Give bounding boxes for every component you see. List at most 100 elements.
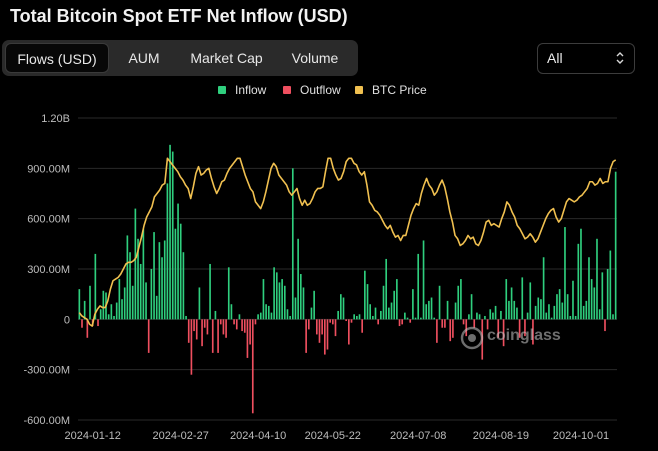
outflow-bar [334, 319, 337, 337]
inflow-bar [99, 309, 102, 320]
inflow-bar [564, 227, 566, 320]
inflow-bar [115, 302, 118, 320]
inflow-bar [588, 257, 590, 320]
outflow-bar [86, 319, 89, 338]
legend-label-inflow: Inflow [235, 83, 267, 97]
watermark-text: coinglass [487, 327, 561, 344]
inflow-bar [561, 302, 564, 320]
inflow-bar [291, 168, 294, 320]
inflow-bar [102, 290, 105, 320]
inflow-bar [446, 300, 449, 320]
inflow-bar [537, 297, 540, 320]
inflow-bar [542, 257, 545, 320]
outflow-bar [409, 319, 412, 323]
outflow-bar [219, 319, 222, 325]
outflow-bar [249, 319, 251, 345]
inflow-bar [209, 263, 211, 320]
outflow-bar [345, 319, 347, 322]
range-select[interactable]: All [537, 43, 635, 74]
outflow-bar [251, 319, 254, 414]
coinglass-watermark: coinglass [460, 320, 561, 356]
tab-flows[interactable]: Flows (USD) [5, 43, 109, 73]
inflow-bar [513, 300, 516, 320]
legend-label-btc-price: BTC Price [372, 83, 427, 97]
inflow-bar [428, 300, 430, 320]
inflow-bar [454, 302, 457, 320]
inflow-bar [417, 253, 420, 320]
outflow-bar [206, 319, 209, 335]
inflow-bar [182, 252, 185, 320]
inflow-bar [150, 269, 153, 320]
tab-market-cap[interactable]: Market Cap [190, 50, 263, 66]
outflow-bar [329, 319, 331, 323]
inflow-bar [468, 314, 470, 320]
inflow-bar [478, 314, 481, 320]
inflow-bar [353, 314, 355, 320]
inflow-bar [582, 305, 585, 320]
inflow-bar [265, 304, 267, 320]
inflow-bar [574, 315, 577, 320]
legend-swatch-outflow [283, 86, 291, 94]
inflow-bar [169, 144, 171, 320]
outflow-bar [502, 319, 505, 347]
inflow-bar [302, 287, 305, 320]
outflow-bar [187, 319, 190, 343]
outflow-bar [452, 319, 454, 338]
inflow-bar [289, 315, 291, 320]
inflow-bar [155, 295, 158, 320]
inflow-bar [94, 253, 97, 320]
inflow-bar [313, 290, 315, 320]
outflow-bar [473, 319, 476, 328]
inflow-bar [179, 223, 182, 320]
inflow-bar [230, 304, 233, 320]
inflow-bar [121, 299, 123, 320]
inflow-bar [510, 287, 513, 320]
inflow-bar [609, 250, 612, 320]
tab-volume[interactable]: Volume [291, 50, 339, 66]
outflow-bar [246, 319, 249, 358]
legend-label-outflow: Outflow [300, 83, 341, 97]
inflow-bar [270, 312, 273, 320]
inflow-bar [364, 270, 366, 320]
outflow-bar [321, 319, 323, 335]
chart-title: Total Bitcoin Spot ETF Net Inflow (USD) [10, 6, 348, 26]
inflow-bar [516, 307, 518, 320]
outflow-bar [350, 319, 353, 323]
inflow-bar [380, 310, 382, 320]
inflow-bar [382, 285, 385, 320]
outflow-bar [524, 319, 526, 337]
inflow-bar [601, 272, 604, 320]
inflow-bar [550, 317, 553, 320]
inflow-bar [396, 279, 398, 320]
inflow-bar [566, 294, 569, 320]
outflow-bar [147, 319, 150, 353]
inflow-bar [342, 297, 345, 320]
inflow-bar [390, 302, 393, 320]
inflow-bar [388, 307, 390, 320]
chart-legend: Inflow Outflow BTC Price [0, 83, 658, 97]
inflow-bar [340, 294, 342, 320]
inflow-bar [137, 238, 139, 320]
inflow-bar [430, 297, 433, 320]
inflow-bar [281, 279, 283, 320]
tab-aum[interactable]: AUM [128, 50, 160, 66]
inflow-bar [593, 287, 596, 320]
inflow-bar [438, 285, 441, 320]
inflow-bar [123, 287, 126, 320]
inflow-bar [484, 315, 486, 320]
inflow-bar [267, 305, 270, 320]
inflow-bar [494, 305, 497, 320]
outflow-bar [243, 319, 246, 333]
inflow-bar [529, 282, 532, 320]
outflow-bar [326, 319, 329, 350]
outflow-bar [436, 319, 438, 343]
outflow-bar [233, 319, 235, 325]
inflow-bar [412, 289, 414, 320]
inflow-bar [262, 279, 265, 320]
inflow-bar [606, 269, 609, 320]
inflow-bar [139, 263, 142, 320]
outflow-bar [449, 319, 452, 342]
outflow-bar [305, 319, 307, 353]
outflow-bar [444, 319, 446, 328]
